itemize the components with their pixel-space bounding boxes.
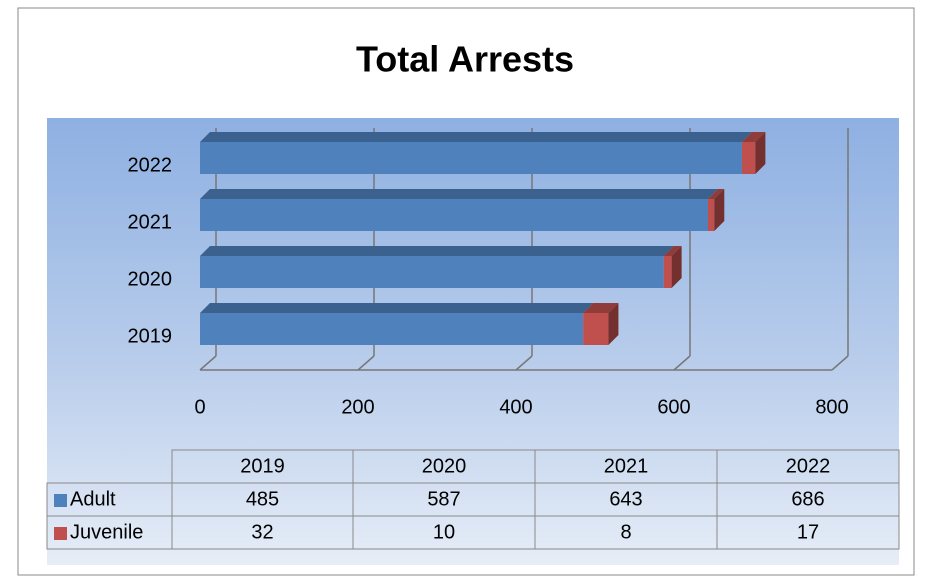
bar-side xyxy=(714,189,725,231)
bar xyxy=(707,199,715,231)
table-value: 17 xyxy=(797,521,819,543)
bar xyxy=(200,142,742,174)
bar xyxy=(200,313,584,345)
table-value: 485 xyxy=(246,488,279,510)
bar-top xyxy=(741,132,766,142)
bar xyxy=(663,256,672,288)
y-tick-label: 2022 xyxy=(128,154,173,176)
bar xyxy=(741,142,756,174)
legend-label: Adult xyxy=(70,488,116,510)
floor-line xyxy=(673,355,691,371)
bar-top xyxy=(707,189,725,199)
x-tick-label: 400 xyxy=(499,396,532,418)
bar xyxy=(583,313,609,345)
x-tick-label: 600 xyxy=(657,396,690,418)
floor-line xyxy=(199,355,217,371)
table-header: 2020 xyxy=(422,455,467,477)
table-value: 686 xyxy=(791,488,824,510)
table-value: 8 xyxy=(620,521,631,543)
floor-line xyxy=(357,355,375,371)
floor-line xyxy=(831,355,849,371)
floor-line xyxy=(515,355,533,371)
x-tick-label: 800 xyxy=(815,396,848,418)
table-value: 10 xyxy=(433,521,455,543)
bar-top xyxy=(583,303,619,313)
table-cell xyxy=(716,515,900,550)
bar-side xyxy=(671,246,682,288)
table-value: 587 xyxy=(427,488,460,510)
y-tick-label: 2019 xyxy=(128,325,173,347)
x-tick-label: 200 xyxy=(341,396,374,418)
table-value: 643 xyxy=(609,488,642,510)
bar xyxy=(200,256,664,288)
bar-side xyxy=(608,303,619,345)
table-header: 2022 xyxy=(786,455,831,477)
bar-side xyxy=(755,132,766,174)
bar-top xyxy=(200,132,752,142)
y-tick-label: 2021 xyxy=(128,211,173,233)
table-header: 2021 xyxy=(604,455,649,477)
legend-swatch xyxy=(54,527,67,540)
legend-label: Juvenile xyxy=(70,521,143,543)
chart-title: Total Arrests xyxy=(356,39,574,80)
bar-top xyxy=(200,189,718,199)
legend-swatch xyxy=(54,494,67,507)
bar xyxy=(200,199,708,231)
x-tick-label: 0 xyxy=(194,396,205,418)
bar-top xyxy=(663,246,682,256)
table-header: 2019 xyxy=(240,455,285,477)
table-value: 32 xyxy=(251,521,273,543)
bar-top xyxy=(200,303,594,313)
bar-top xyxy=(200,246,674,256)
y-tick-label: 2020 xyxy=(128,268,173,290)
